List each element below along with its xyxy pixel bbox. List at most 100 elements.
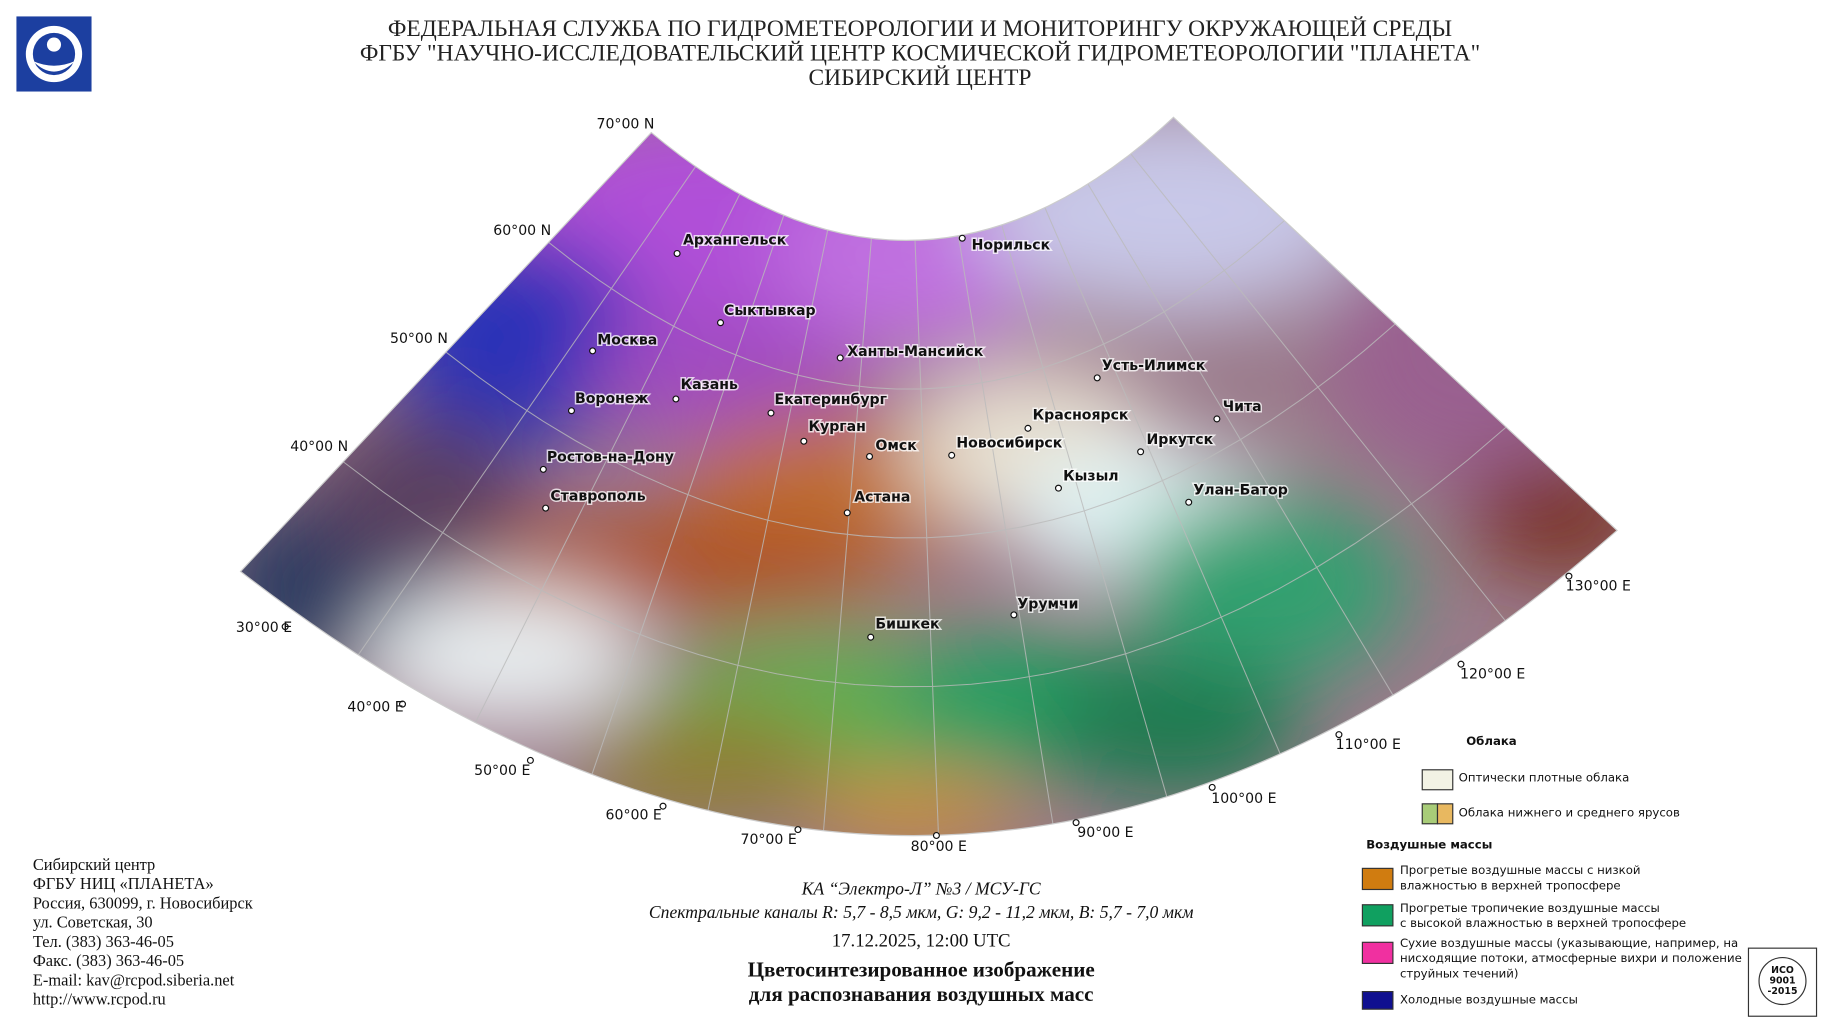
city-label: Красноярск (1033, 407, 1129, 423)
longitude-label: 130°00 E (1566, 579, 1631, 595)
city-marker (958, 234, 966, 242)
caption-title: Цветосинтезированное изображение (748, 957, 1095, 981)
longitude-marker (1565, 572, 1573, 580)
city-marker (542, 504, 550, 512)
legend-item: Сухие воздушные массы (указывающие, напр… (1400, 936, 1738, 950)
badge-text: 9001 (1769, 976, 1795, 987)
longitude-marker (1335, 731, 1343, 739)
contact-line: Сибирский центр (33, 855, 155, 874)
city-label: Сыктывкар (724, 303, 816, 319)
legend-item: нисходящие потоки, атмосферные вихри и п… (1400, 951, 1742, 965)
city-marker (1010, 611, 1018, 619)
legend-item: влажностью в верхней тропосфере (1400, 878, 1621, 892)
contact-line: Россия, 630099, г. Новосибирск (33, 893, 253, 912)
map-border (239, 116, 1618, 837)
city-label: Екатеринбург (774, 392, 887, 408)
contact-line: Тел. (383) 363-46-05 (33, 932, 174, 951)
city-label: Ханты-Мансийск (847, 344, 983, 360)
city-marker (1137, 448, 1145, 456)
city-label: Чита (1223, 399, 1262, 415)
longitude-label: 40°00 E (347, 700, 403, 716)
longitude-marker (659, 802, 667, 810)
parallel (548, 220, 1285, 390)
city-marker (1024, 424, 1032, 432)
logo (16, 16, 92, 92)
city-marker (567, 407, 575, 415)
city-label: Усть-Илимск (1102, 358, 1206, 374)
caption-title: для распознавания воздушных масс (749, 982, 1094, 1006)
city-marker (867, 633, 875, 641)
longitude-label: 60°00 E (606, 808, 662, 824)
longitude-label: 50°00 E (474, 763, 530, 779)
city-marker (948, 451, 956, 459)
city-marker (1054, 484, 1062, 492)
city-label: Ставрополь (550, 488, 645, 504)
longitude-marker (1072, 819, 1080, 827)
contact-line: ФГБУ НИЦ «ПЛАНЕТА» (33, 874, 214, 893)
header-line: СИБИРСКИЙ ЦЕНТР (809, 65, 1032, 91)
longitude-label: 120°00 E (1460, 667, 1525, 683)
legend-item: с высокой влажностью в верхней тропосфер… (1400, 916, 1686, 930)
city-marker (836, 354, 844, 362)
city-marker (843, 509, 851, 517)
longitude-label: 90°00 E (1077, 825, 1133, 841)
city-marker (866, 452, 874, 460)
city-marker (716, 319, 725, 327)
longitude-label: 110°00 E (1336, 737, 1401, 753)
city-marker (767, 409, 775, 417)
contact-line: E-mail: kav@rcpod.siberia.net (33, 970, 235, 989)
city-label: Казань (681, 377, 738, 393)
badge-text: -2015 (1768, 986, 1798, 997)
longitude-marker (1208, 783, 1216, 791)
longitude-label: 30°00 E (236, 620, 292, 636)
longitude-marker (1457, 660, 1465, 668)
city-label: Урумчи (1017, 596, 1078, 612)
city-label: Воронеж (575, 391, 648, 407)
header-line: ФГБУ "НАУЧНО-ИССЛЕДОВАТЕЛЬСКИЙ ЦЕНТР КОС… (360, 41, 1480, 67)
city-marker (673, 249, 681, 257)
city-label: Кызыл (1063, 468, 1118, 484)
city-label: Омск (875, 438, 917, 454)
longitude-marker (281, 623, 289, 631)
city-marker (672, 395, 680, 403)
city-label: Улан-Батор (1193, 483, 1287, 499)
city-marker (1093, 374, 1101, 382)
city-marker (539, 465, 547, 473)
contact-line: ул. Советская, 30 (33, 913, 153, 932)
contact-line: Факс. (383) 363-46-05 (33, 951, 184, 970)
city-label: Москва (597, 332, 657, 348)
longitude-marker (398, 700, 407, 708)
longitude-marker (794, 826, 802, 834)
satellite-image (240, 117, 1618, 836)
city-label: Иркутск (1146, 432, 1213, 448)
city-marker (1185, 498, 1193, 506)
legend-item: Облака нижнего и среднего ярусов (1459, 806, 1680, 820)
contact-line: http://www.rcpod.ru (33, 990, 166, 1009)
longitude-marker (526, 756, 534, 764)
city-label: Курган (809, 419, 866, 435)
legend-item: струйных течений) (1400, 966, 1518, 980)
channels-info: Спектральные каналы R: 5,7 - 8,5 мкм, G:… (649, 902, 1193, 922)
longitude-marker (932, 831, 940, 840)
longitude-label: 80°00 E (911, 839, 967, 855)
city-label: Астана (854, 490, 910, 506)
legend-item: Холодные воздушные массы (1400, 992, 1578, 1006)
parallel (445, 323, 1396, 539)
latitude-label: 40°00 N (290, 439, 348, 455)
latitude-label: 70°00 N (597, 116, 655, 132)
city-marker (800, 437, 808, 445)
latitude-label: 60°00 N (493, 223, 551, 239)
parallel (342, 426, 1507, 688)
satellite-info: КА “Электро-Л” №3 / МСУ-ГС (801, 879, 1041, 899)
legend-item: Прогретые воздушные массы с низкой (1400, 863, 1641, 877)
latitude-label: 50°00 N (390, 331, 448, 347)
city-label: Бишкек (875, 616, 940, 632)
datetime: 17.12.2025, 12:00 UTC (832, 931, 1011, 952)
city-label: Архангельск (683, 233, 787, 249)
legend-swatches (1361, 769, 1454, 1010)
longitude-label: 100°00 E (1211, 791, 1276, 807)
header-line: ФЕДЕРАЛЬНАЯ СЛУЖБА ПО ГИДРОМЕТЕОРОЛОГИИ … (388, 16, 1452, 42)
iso-badge (1747, 947, 1818, 1017)
city-marker (1213, 415, 1221, 423)
